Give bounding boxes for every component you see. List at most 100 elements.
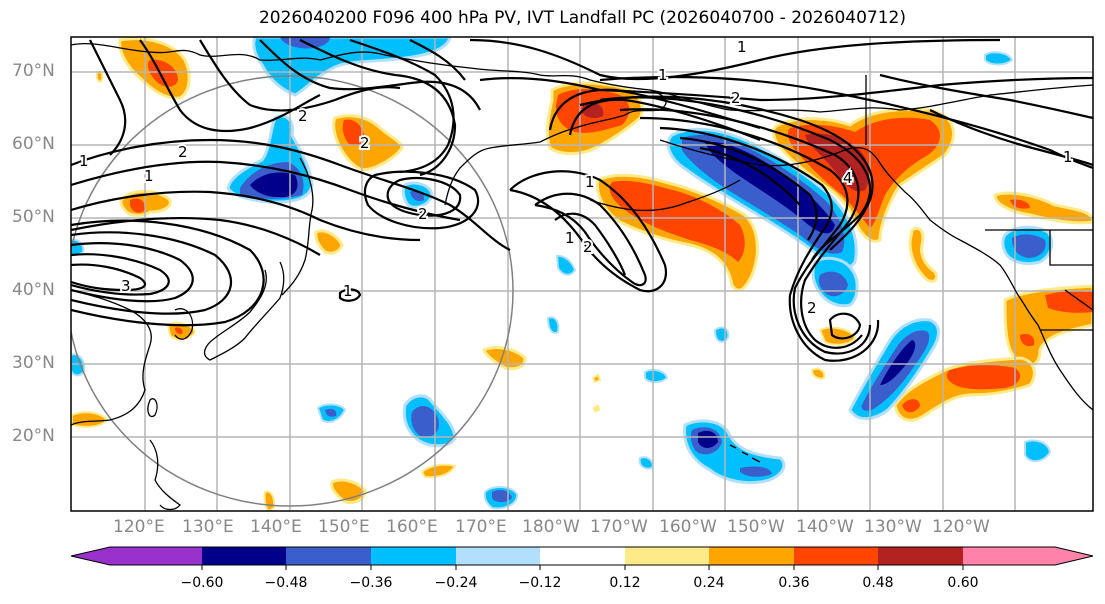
contour-line [509,170,668,293]
lat-label: 60°N [12,134,55,154]
anomaly-positive [609,180,745,262]
anomaly-positive [592,404,601,413]
contour-line [71,242,194,303]
contour-line [71,160,461,222]
contour-line [139,39,321,133]
contour-label: 3 [121,277,131,295]
contour-line [879,73,1093,120]
contour-line [71,190,421,242]
lon-label: 130°E [182,517,234,537]
contour-line [409,39,466,81]
colorbar-tick-label: −0.12 [518,575,562,591]
anomaly-negative [682,134,845,254]
colorbar-extend-high [1055,547,1093,565]
coastline-philippines [149,439,181,511]
contour-line [548,88,761,131]
lon-label: 150°W [727,517,785,537]
map-content: 1 2 1 2 1 2 1 2 1 2 3 1 1 2 4 2 1 [71,37,1093,511]
coastline-alaska [649,84,1093,113]
colorbar-segment [540,547,625,565]
colorbar-segment [286,547,371,565]
coastline-okhotsk [281,157,314,296]
contour-label: 1 [144,167,154,185]
colorbar-tick-label: −0.60 [180,575,224,591]
contour-line [71,263,147,292]
colorbar-tick-label: −0.24 [434,575,478,591]
anomaly-negative [252,37,452,97]
contour-line [534,192,647,287]
contour-line [386,177,462,217]
anomaly-negative [698,430,718,448]
contour-label: 2 [418,205,428,223]
contour-line [828,312,862,340]
coastline-korea [174,308,194,340]
coastline-kamchatka [444,141,541,206]
lon-label: 120°W [932,517,990,537]
contour-line [71,253,170,296]
anomaly-positive [95,70,104,84]
colorbar-outline [70,546,1094,566]
lon-label: 160°W [659,517,717,537]
coastline-japan [203,261,285,361]
contour-label: 1 [585,173,595,191]
anomaly-positive [591,373,602,384]
contour-label: 2 [807,299,817,317]
lon-label: 180°W [522,517,580,537]
coastline-aleutians [589,179,741,212]
colorbar [70,546,1094,570]
lat-label: 20°N [12,426,55,446]
contour-line [89,39,127,156]
anomaly-negative [555,254,577,276]
anomaly-positive [314,229,344,255]
anomaly-positive [130,198,146,213]
anomaly-negative [1024,439,1052,463]
lon-label: 140°W [796,517,854,537]
coastline-taiwan [147,398,158,418]
anomaly-negative [546,316,560,334]
contour-label: 4 [843,169,853,187]
contour-line [929,109,1093,167]
lon-label: 160°E [386,517,438,537]
anomaly-negative [740,466,772,477]
colorbar-tick-label: −0.36 [349,575,393,591]
anomaly-positive [420,463,457,479]
coastlines [71,42,1093,511]
contour-label: 1 [1063,148,1073,166]
anomaly-negative [644,369,669,384]
colorbar-segment [110,547,202,565]
coastline-bc [959,239,1093,411]
colorbar-tick-label: 0.48 [862,575,894,591]
contour-label: 1 [565,229,575,247]
coastline-china-korea [71,289,152,426]
contour-label: 2 [731,89,741,107]
colorbar-tick-label: 0.12 [609,575,641,591]
anomaly-positive [902,399,920,413]
anomaly-positive [810,367,826,380]
lat-label: 70°N [12,61,55,81]
coastline-chukotka [539,89,667,143]
border-us-states [1040,230,1093,331]
colorbar-tick-label: 0.36 [778,575,810,591]
contour-line [338,288,362,302]
contour-line [71,231,233,315]
lon-label: 120°E [113,517,165,537]
coastline-siberia-north [71,42,651,91]
contour-line [469,38,1001,81]
anomaly-negative [880,340,916,385]
anomaly-negative [325,408,337,417]
contour-line [579,95,874,251]
contour-line [259,39,481,111]
contour-line [679,136,818,241]
colorbar-segment [625,547,709,565]
lat-label: 40°N [12,280,55,300]
contour-line [699,146,801,206]
anomaly-negative [713,326,730,343]
colorbar-segment [878,547,963,565]
anomaly-negative [1012,234,1046,258]
anomaly-negative [638,456,654,470]
contour-label: 2 [298,107,308,125]
contour-label: 2 [360,134,370,152]
lat-label: 50°N [12,207,55,227]
anomaly-positive [175,327,183,335]
